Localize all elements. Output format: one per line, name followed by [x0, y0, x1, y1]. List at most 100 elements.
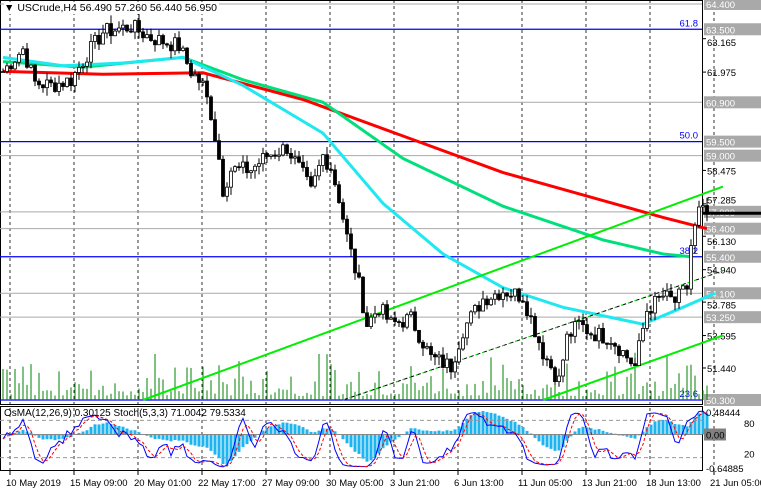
candle-body — [285, 144, 289, 154]
candle-body — [389, 317, 393, 320]
osma-bar — [365, 434, 369, 462]
candle — [561, 358, 565, 383]
candle — [9, 63, 13, 71]
candle — [537, 335, 541, 351]
candle — [149, 28, 153, 42]
candle — [361, 276, 365, 314]
time-label: 13 Jun 21:00 — [582, 478, 637, 489]
candle — [157, 29, 161, 46]
candle — [245, 155, 249, 179]
osma-bar — [289, 423, 293, 435]
candle-body — [345, 218, 349, 235]
candle-body — [225, 186, 229, 197]
candle — [657, 294, 661, 302]
candle — [197, 72, 201, 91]
price-tick-label: 61.975 — [707, 68, 736, 79]
candle-body — [381, 304, 385, 315]
osma-bar — [325, 428, 329, 435]
candle-body — [97, 35, 101, 45]
candle — [517, 287, 521, 304]
level-label: 59.500 — [706, 138, 735, 149]
osma-bar — [113, 425, 117, 435]
osma-bar — [693, 417, 697, 435]
candle — [477, 301, 481, 319]
osma-bar — [349, 434, 353, 448]
osma-bar — [361, 434, 365, 459]
candle — [261, 147, 265, 172]
candle — [205, 75, 209, 105]
osma-bar — [97, 424, 101, 435]
candle-body — [477, 305, 481, 312]
candle-body — [361, 276, 365, 314]
candle-body — [473, 305, 477, 313]
candle-body — [57, 82, 61, 92]
candle — [425, 342, 429, 350]
candle — [209, 95, 213, 121]
osma-bar — [469, 414, 473, 435]
candle — [337, 180, 341, 205]
candle-body — [221, 158, 225, 197]
osma-bar — [161, 434, 165, 440]
osma-bar — [105, 422, 109, 435]
candle — [21, 45, 25, 56]
osma-bar — [157, 434, 161, 439]
osma-bar — [413, 428, 417, 435]
osma-bar — [241, 434, 245, 447]
triangle-down-icon[interactable]: ▼ — [4, 2, 15, 14]
candle — [677, 287, 681, 309]
candle — [649, 305, 653, 321]
stoch-label: Stoch(5,3,3) 71.0042 79.5334 — [113, 408, 246, 419]
osma-bar — [205, 434, 209, 448]
candle — [253, 163, 257, 179]
candle-body — [9, 65, 13, 70]
candle-body — [437, 354, 441, 358]
candle — [693, 222, 697, 253]
candle — [269, 154, 273, 160]
osma-bar — [245, 434, 249, 445]
osma-bar — [213, 434, 217, 455]
level-label: 64.400 — [706, 0, 735, 11]
candle-body — [261, 153, 265, 165]
osma-bar — [133, 430, 137, 435]
candle-body — [33, 64, 37, 82]
candle — [381, 302, 385, 320]
candle — [233, 165, 237, 173]
osma-bar — [453, 429, 457, 435]
trend-line — [342, 270, 724, 401]
level-label-box — [704, 311, 761, 324]
candle — [645, 303, 649, 332]
candle — [685, 284, 689, 296]
candle — [465, 322, 469, 346]
level-label: 50.300 — [706, 396, 735, 407]
candle-body — [233, 166, 237, 172]
osma-bar — [197, 434, 201, 447]
candle — [185, 47, 189, 65]
candle-body — [601, 328, 605, 344]
candle — [225, 182, 229, 202]
price-tick-label: 63.165 — [707, 38, 736, 49]
candle-body — [349, 233, 353, 250]
candle — [629, 357, 633, 367]
osma-bar — [57, 434, 61, 440]
candle-body — [301, 161, 305, 168]
osma-bar — [557, 434, 561, 451]
moving-average-red — [2, 69, 708, 231]
osma-bar — [485, 412, 489, 435]
osma-bar — [677, 424, 681, 435]
candle-body — [533, 316, 537, 338]
candle — [441, 347, 445, 369]
price-tick-label: 57.285 — [707, 195, 736, 206]
candle — [221, 155, 225, 198]
candle-body — [53, 82, 57, 92]
candle-body — [89, 41, 93, 63]
candle — [357, 264, 361, 279]
candle — [273, 150, 277, 160]
osma-bar — [281, 422, 285, 435]
osma-bar — [461, 422, 465, 435]
candle-body — [325, 154, 329, 170]
moving-average-cyan — [2, 55, 716, 326]
candle — [193, 69, 197, 77]
candle-body — [545, 358, 549, 361]
